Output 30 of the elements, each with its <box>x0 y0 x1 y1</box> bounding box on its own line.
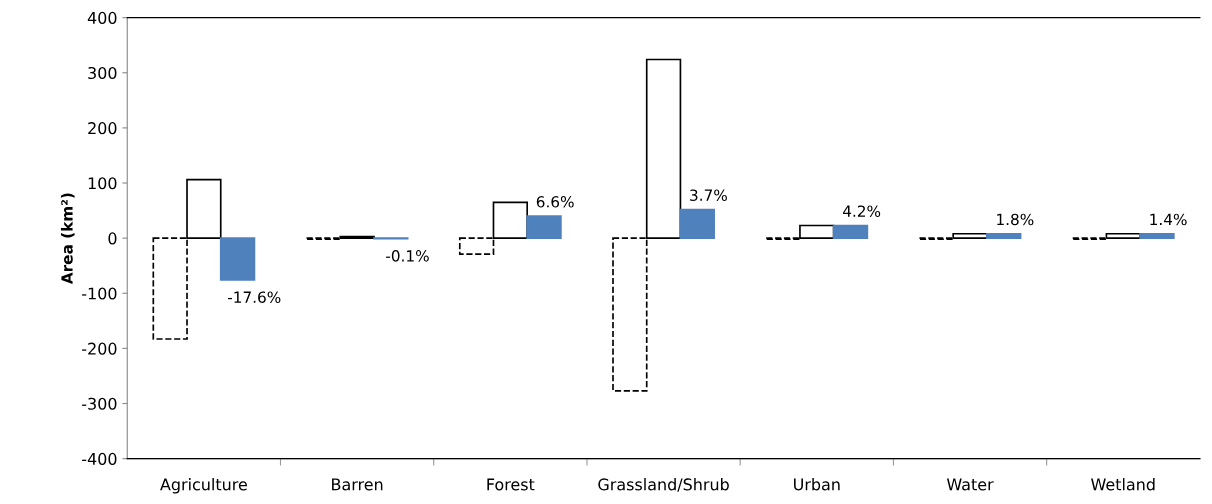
annotation: 1.8% <box>997 213 1034 226</box>
y-tick-label: -200 <box>82 342 117 355</box>
x-tick-label: Agriculture <box>160 478 247 494</box>
x-tick-label: Urban <box>794 478 840 491</box>
annotation: -17.6% <box>227 291 281 303</box>
y-axis-title: Area (km²) <box>60 193 75 285</box>
annotation: -0.1% <box>386 250 429 262</box>
x-tick-label: Water <box>946 478 994 491</box>
y-tick-label: -100 <box>82 287 117 300</box>
bar <box>526 215 562 239</box>
y-tick-label: 300 <box>88 66 117 80</box>
x-tick-label: Grassland/Shrub <box>598 478 729 492</box>
annotation: 4.2% <box>842 205 881 217</box>
x-tick-label: Barren <box>332 478 383 491</box>
annotation: 3.7% <box>690 189 727 201</box>
bar <box>1139 232 1175 239</box>
annotation: 6.6% <box>536 196 574 208</box>
y-tick-label: 0 <box>108 232 117 245</box>
bar <box>679 208 715 239</box>
bar <box>832 224 869 239</box>
y-tick-label: 200 <box>88 122 117 135</box>
y-tick-label: 100 <box>88 177 117 190</box>
x-tick-label: Wetland <box>1091 478 1155 491</box>
y-tick-label: 400 <box>87 11 117 24</box>
y-tick-label: -300 <box>82 397 117 410</box>
x-tick-label: Forest <box>487 478 535 491</box>
annotation: 1.4% <box>1150 213 1187 226</box>
bar <box>986 232 1022 239</box>
y-tick-label: -400 <box>82 452 117 465</box>
bar <box>219 237 256 281</box>
